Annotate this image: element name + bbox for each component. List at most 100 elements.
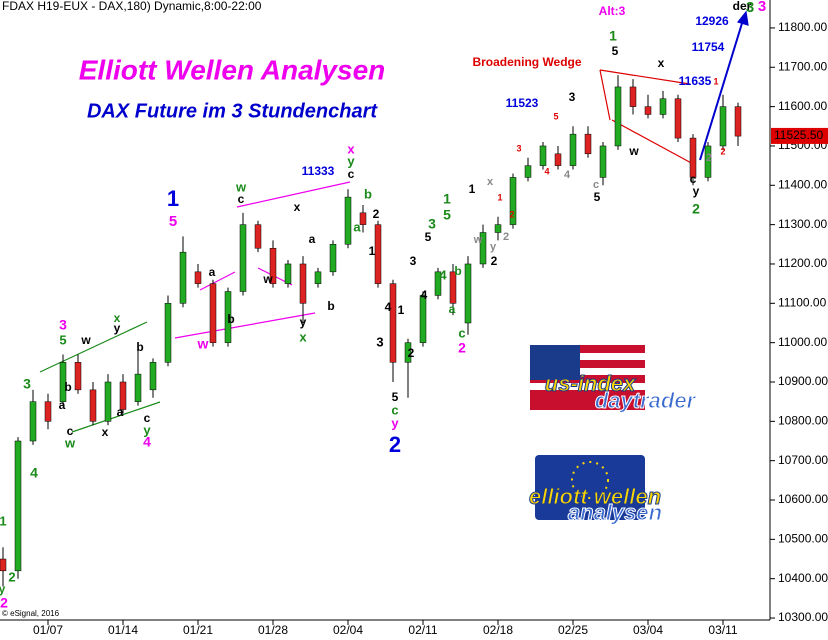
wave-label: 2 bbox=[373, 207, 380, 221]
wave-label: 5 bbox=[392, 390, 399, 404]
y-tick-label: 10400.00 bbox=[778, 571, 828, 585]
candle bbox=[614, 75, 622, 150]
candle-body bbox=[464, 263, 472, 324]
candle bbox=[449, 263, 457, 316]
candle bbox=[659, 90, 667, 119]
candle bbox=[464, 256, 472, 335]
candle-body bbox=[629, 86, 637, 107]
candle-body bbox=[239, 224, 247, 292]
wave-label: x bbox=[102, 425, 109, 439]
candle-body bbox=[29, 401, 37, 442]
candle-body bbox=[59, 362, 67, 402]
candle bbox=[239, 212, 247, 296]
candle bbox=[359, 204, 367, 233]
candle-body bbox=[569, 133, 577, 166]
wave-label: x bbox=[658, 56, 665, 70]
logo-text: daytrader bbox=[595, 388, 697, 413]
wave-label: x bbox=[487, 176, 494, 188]
wave-label: 12926 bbox=[695, 14, 729, 28]
candle-body bbox=[164, 303, 172, 363]
candle bbox=[284, 260, 292, 288]
last-price-label: 11525.50 bbox=[774, 128, 823, 142]
wave-label: w bbox=[64, 435, 76, 450]
wave-label: der bbox=[733, 0, 752, 13]
candle-body bbox=[374, 224, 382, 284]
candle-body bbox=[509, 177, 517, 225]
candle bbox=[719, 94, 727, 150]
candle-body bbox=[674, 98, 682, 139]
candle-body bbox=[89, 389, 97, 422]
wave-label: 1 bbox=[167, 186, 179, 211]
wave-label: a bbox=[449, 302, 456, 316]
candle-body bbox=[209, 283, 217, 343]
candle bbox=[419, 291, 427, 347]
wave-label: a bbox=[209, 265, 216, 279]
wave-label: y bbox=[391, 415, 399, 430]
candle-body bbox=[0, 558, 7, 572]
wave-label: c bbox=[593, 179, 599, 191]
logo-text: analysen bbox=[568, 500, 662, 525]
wave-label: w bbox=[473, 234, 483, 246]
candle bbox=[509, 173, 517, 229]
candle-body bbox=[359, 212, 367, 225]
wave-label: 2 bbox=[692, 201, 700, 217]
candle-body bbox=[659, 98, 667, 115]
wave-label: 1 bbox=[713, 76, 718, 86]
wave-label: 1 bbox=[398, 303, 405, 317]
candle bbox=[704, 142, 712, 182]
candle-body bbox=[284, 263, 292, 284]
candle bbox=[314, 267, 322, 288]
wave-label: 3 bbox=[746, 0, 754, 16]
wave-label: 2 bbox=[509, 209, 514, 219]
wave-label: c bbox=[348, 167, 355, 181]
wave-label: 2 bbox=[503, 231, 509, 243]
wave-label: x bbox=[299, 329, 307, 344]
candle bbox=[89, 381, 97, 426]
copyright: © eSignal, 2016 bbox=[2, 609, 60, 618]
wave-label: 3 bbox=[758, 0, 766, 15]
wave-label: 2 bbox=[458, 340, 466, 356]
logo-text: elliott wellen bbox=[529, 484, 661, 509]
candle bbox=[0, 547, 7, 587]
wave-label: c bbox=[690, 172, 697, 186]
wave-label: y bbox=[300, 315, 307, 329]
wave-label: 5 bbox=[443, 207, 451, 223]
candle bbox=[479, 224, 487, 268]
wave-label: w bbox=[197, 336, 209, 352]
candle bbox=[599, 142, 607, 186]
candle bbox=[224, 287, 232, 347]
wave-label: 1 bbox=[0, 513, 7, 528]
candle bbox=[434, 267, 442, 300]
x-tick-label: 03/04 bbox=[633, 623, 663, 637]
candle-body bbox=[194, 271, 202, 284]
candle bbox=[344, 189, 352, 249]
wave-label: y bbox=[0, 582, 6, 596]
x-tick-label: 02/11 bbox=[408, 623, 437, 637]
wave-label: b bbox=[136, 340, 143, 354]
candle-body bbox=[314, 271, 322, 284]
wave-label: 5 bbox=[594, 190, 601, 204]
candle-body bbox=[449, 271, 457, 304]
candle-body bbox=[404, 342, 412, 363]
candle bbox=[254, 220, 262, 253]
candle-body bbox=[434, 271, 442, 296]
wave-label: 3 bbox=[428, 216, 436, 232]
wave-label: b bbox=[364, 186, 372, 201]
candle-body bbox=[44, 401, 52, 422]
y-tick-label: 10700.00 bbox=[778, 453, 828, 467]
candle-body bbox=[719, 106, 727, 147]
candle bbox=[149, 358, 157, 398]
y-tick-label: 11200.00 bbox=[778, 256, 827, 270]
candle bbox=[674, 94, 682, 143]
candle bbox=[14, 437, 22, 579]
wave-label: 3 bbox=[376, 334, 383, 349]
candle-body bbox=[134, 373, 142, 402]
wave-label: c bbox=[144, 411, 151, 425]
candle bbox=[29, 389, 37, 445]
x-tick-label: 01/21 bbox=[183, 623, 213, 637]
y-tick-label: 11700.00 bbox=[778, 59, 827, 73]
wave-label: 2 bbox=[0, 595, 8, 611]
wave-label: 4 bbox=[30, 465, 38, 481]
y-tick-label: 11100.00 bbox=[778, 295, 827, 309]
candle bbox=[524, 157, 532, 182]
